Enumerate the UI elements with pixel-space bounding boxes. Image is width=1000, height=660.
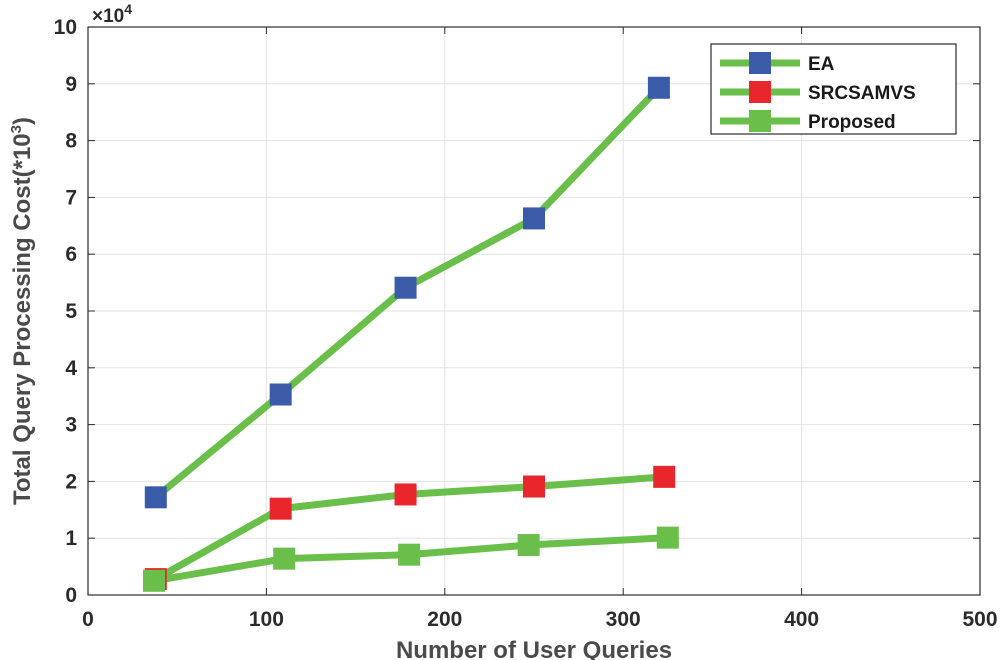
data-point-srcsamvs	[653, 465, 676, 488]
series-group	[143, 76, 679, 592]
data-point-srcsamvs	[269, 497, 292, 520]
plot-frame	[87, 26, 981, 596]
y-tick-label: 6	[65, 243, 77, 266]
tick-labels: 0 100 200 300 400 500 0 1 2 3 4 5 6 7 8 9 10	[54, 16, 998, 631]
legend-label-proposed: Proposed	[808, 112, 896, 133]
legend-label-ea: EA	[808, 54, 835, 75]
legend-marker-srcsamvs	[749, 81, 771, 103]
data-point-proposed	[273, 547, 296, 570]
x-tick-label: 200	[427, 608, 462, 631]
x-tick-label: 300	[606, 608, 641, 631]
legend-label-srcsamvs: SRCSAMVS	[808, 83, 916, 104]
y-tick-label: 4	[65, 357, 77, 380]
data-point-proposed	[398, 543, 421, 566]
x-tick-label: 0	[82, 608, 94, 631]
y-exponent: ×104	[92, 1, 132, 27]
y-tick-label: 5	[65, 300, 77, 323]
x-tick-label: 400	[784, 608, 819, 631]
data-point-ea	[269, 383, 292, 406]
y-tick-label: 8	[65, 130, 77, 153]
data-point-proposed	[656, 526, 679, 549]
y-tick-label: 10	[54, 16, 77, 39]
y-tick-label: 3	[65, 414, 77, 437]
x-axis-label: Number of User Queries	[396, 637, 672, 660]
data-point-proposed	[517, 534, 540, 557]
x-tick-label: 500	[962, 608, 997, 631]
legend: EA SRCSAMVS Proposed	[710, 43, 957, 135]
data-point-ea	[647, 76, 670, 99]
data-point-ea	[394, 276, 417, 299]
y-tick-label: 0	[65, 584, 77, 607]
data-point-proposed	[143, 569, 166, 592]
x-tick-label: 100	[249, 608, 284, 631]
data-point-srcsamvs	[394, 483, 417, 506]
y-tick-label: 1	[65, 527, 77, 550]
legend-marker-proposed	[749, 110, 771, 132]
y-tick-label: 9	[65, 73, 77, 96]
legend-marker-ea	[749, 52, 771, 74]
y-tick-label: 2	[65, 470, 77, 493]
y-axis-label: Total Query Processing Cost(*103)	[8, 117, 36, 505]
data-point-ea	[523, 207, 545, 230]
data-point-srcsamvs	[523, 475, 545, 498]
data-point-ea	[144, 486, 167, 509]
y-tick-label: 7	[65, 186, 77, 209]
